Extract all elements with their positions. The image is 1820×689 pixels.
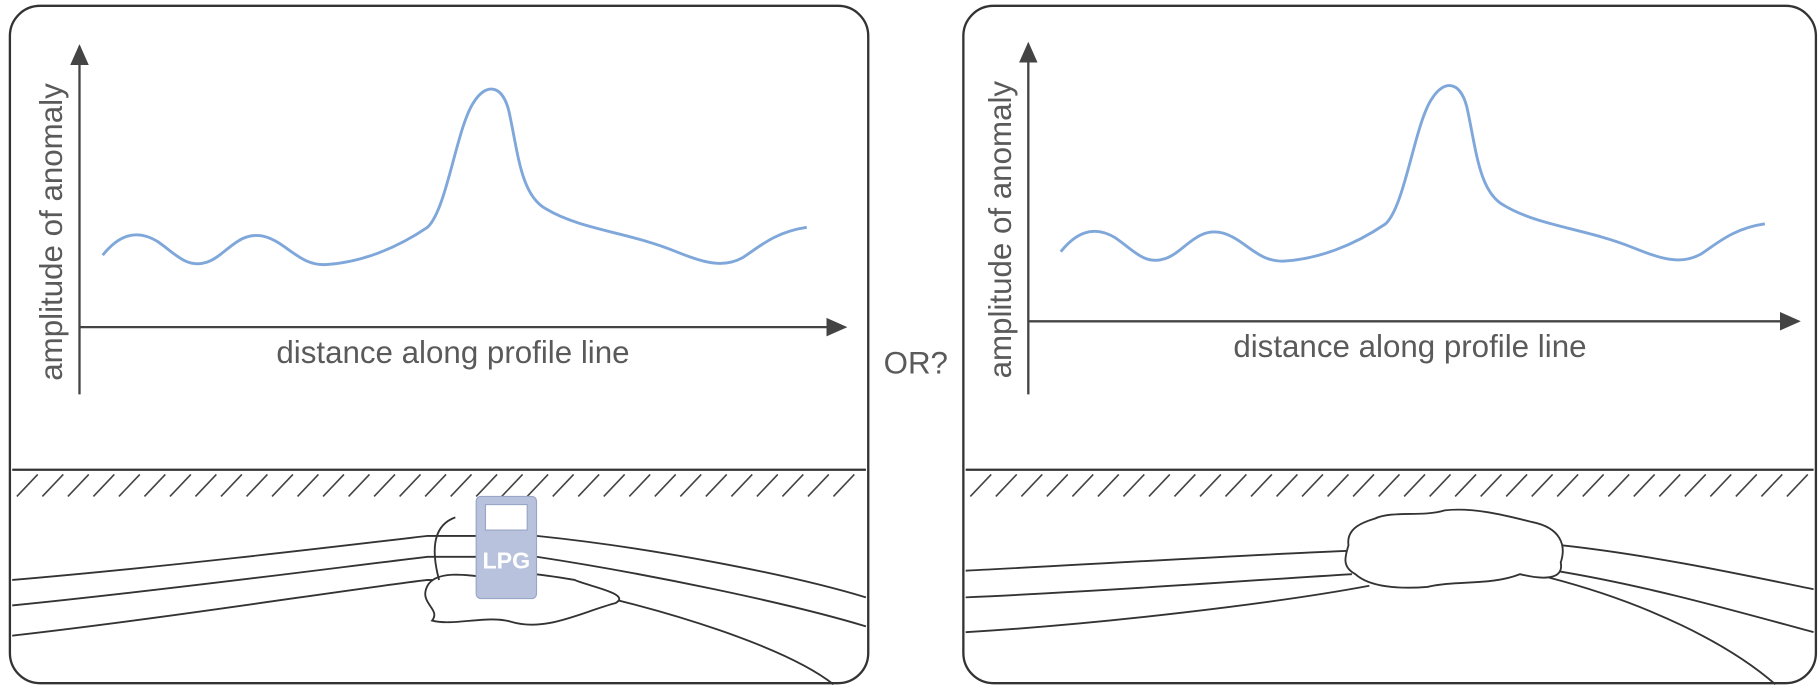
intrusion-body [1345, 510, 1562, 588]
x-axis-label: distance along profile line [276, 335, 629, 370]
page: amplitude of anomaly distance along prof… [0, 0, 1820, 689]
tank-label: LPG [483, 547, 531, 573]
separator-text: OR? [884, 345, 948, 380]
x-axis-label: distance along profile line [1233, 329, 1586, 364]
y-axis-label: amplitude of anomaly [983, 81, 1018, 379]
figure: amplitude of anomaly distance along prof… [0, 0, 1820, 689]
right-panel: amplitude of anomaly distance along prof… [963, 6, 1816, 685]
tank-window [485, 505, 527, 531]
y-axis-label: amplitude of anomaly [34, 83, 69, 381]
left-panel: amplitude of anomaly distance along prof… [10, 6, 868, 685]
